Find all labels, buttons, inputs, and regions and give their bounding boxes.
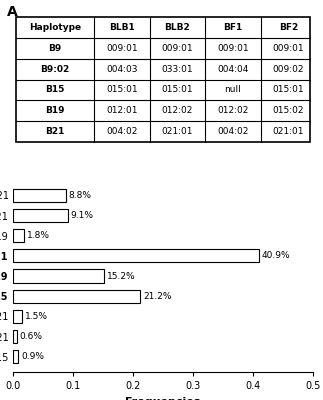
Text: B9: B9 [48, 44, 62, 53]
Text: B19: B19 [45, 106, 65, 115]
Text: 1.8%: 1.8% [27, 231, 50, 240]
Text: 004:04: 004:04 [217, 65, 249, 74]
Bar [13, 249, 259, 262]
Text: 21.2%: 21.2% [143, 292, 172, 301]
Bar [13, 290, 140, 303]
Text: A: A [7, 5, 18, 19]
Text: 015:01: 015:01 [162, 85, 193, 94]
Bar [13, 189, 66, 202]
Text: 0.9%: 0.9% [21, 352, 44, 361]
Text: 012:01: 012:01 [106, 106, 138, 115]
Text: 012:02: 012:02 [162, 106, 193, 115]
Text: 015:02: 015:02 [273, 106, 304, 115]
Text: B21: B21 [45, 127, 65, 136]
Text: BF1: BF1 [223, 23, 243, 32]
Text: 004:03: 004:03 [106, 65, 138, 74]
Text: 021:01: 021:01 [162, 127, 193, 136]
Text: null: null [224, 85, 241, 94]
Text: 0.6%: 0.6% [19, 332, 43, 341]
Text: B15: B15 [45, 85, 65, 94]
Text: 15.2%: 15.2% [107, 272, 136, 280]
Text: B9:02: B9:02 [40, 65, 69, 74]
Text: 40.9%: 40.9% [262, 251, 290, 260]
Text: BF2: BF2 [279, 23, 298, 32]
Text: 015:01: 015:01 [106, 85, 138, 94]
Bar [13, 209, 68, 222]
Text: 021:01: 021:01 [273, 127, 304, 136]
Text: 009:02: 009:02 [273, 65, 304, 74]
Text: 009:01: 009:01 [273, 44, 304, 53]
Text: 033:01: 033:01 [162, 65, 193, 74]
Bar [13, 229, 24, 242]
Text: 8.8%: 8.8% [69, 191, 92, 200]
Text: 1.5%: 1.5% [25, 312, 48, 321]
Text: BLB1: BLB1 [109, 23, 135, 32]
Bar [13, 270, 104, 282]
Text: 004:02: 004:02 [217, 127, 249, 136]
Text: BLB2: BLB2 [164, 23, 190, 32]
Text: 015:01: 015:01 [273, 85, 304, 94]
Bar [13, 310, 22, 323]
Text: 009:01: 009:01 [106, 44, 138, 53]
Bar [13, 350, 18, 363]
Bar [13, 330, 16, 343]
Text: 012:02: 012:02 [217, 106, 249, 115]
Text: 009:01: 009:01 [162, 44, 193, 53]
Text: 004:02: 004:02 [106, 127, 138, 136]
Text: Haplotype: Haplotype [29, 23, 81, 32]
Text: 009:01: 009:01 [217, 44, 249, 53]
X-axis label: Frequencies: Frequencies [125, 396, 201, 400]
Text: 9.1%: 9.1% [71, 211, 94, 220]
